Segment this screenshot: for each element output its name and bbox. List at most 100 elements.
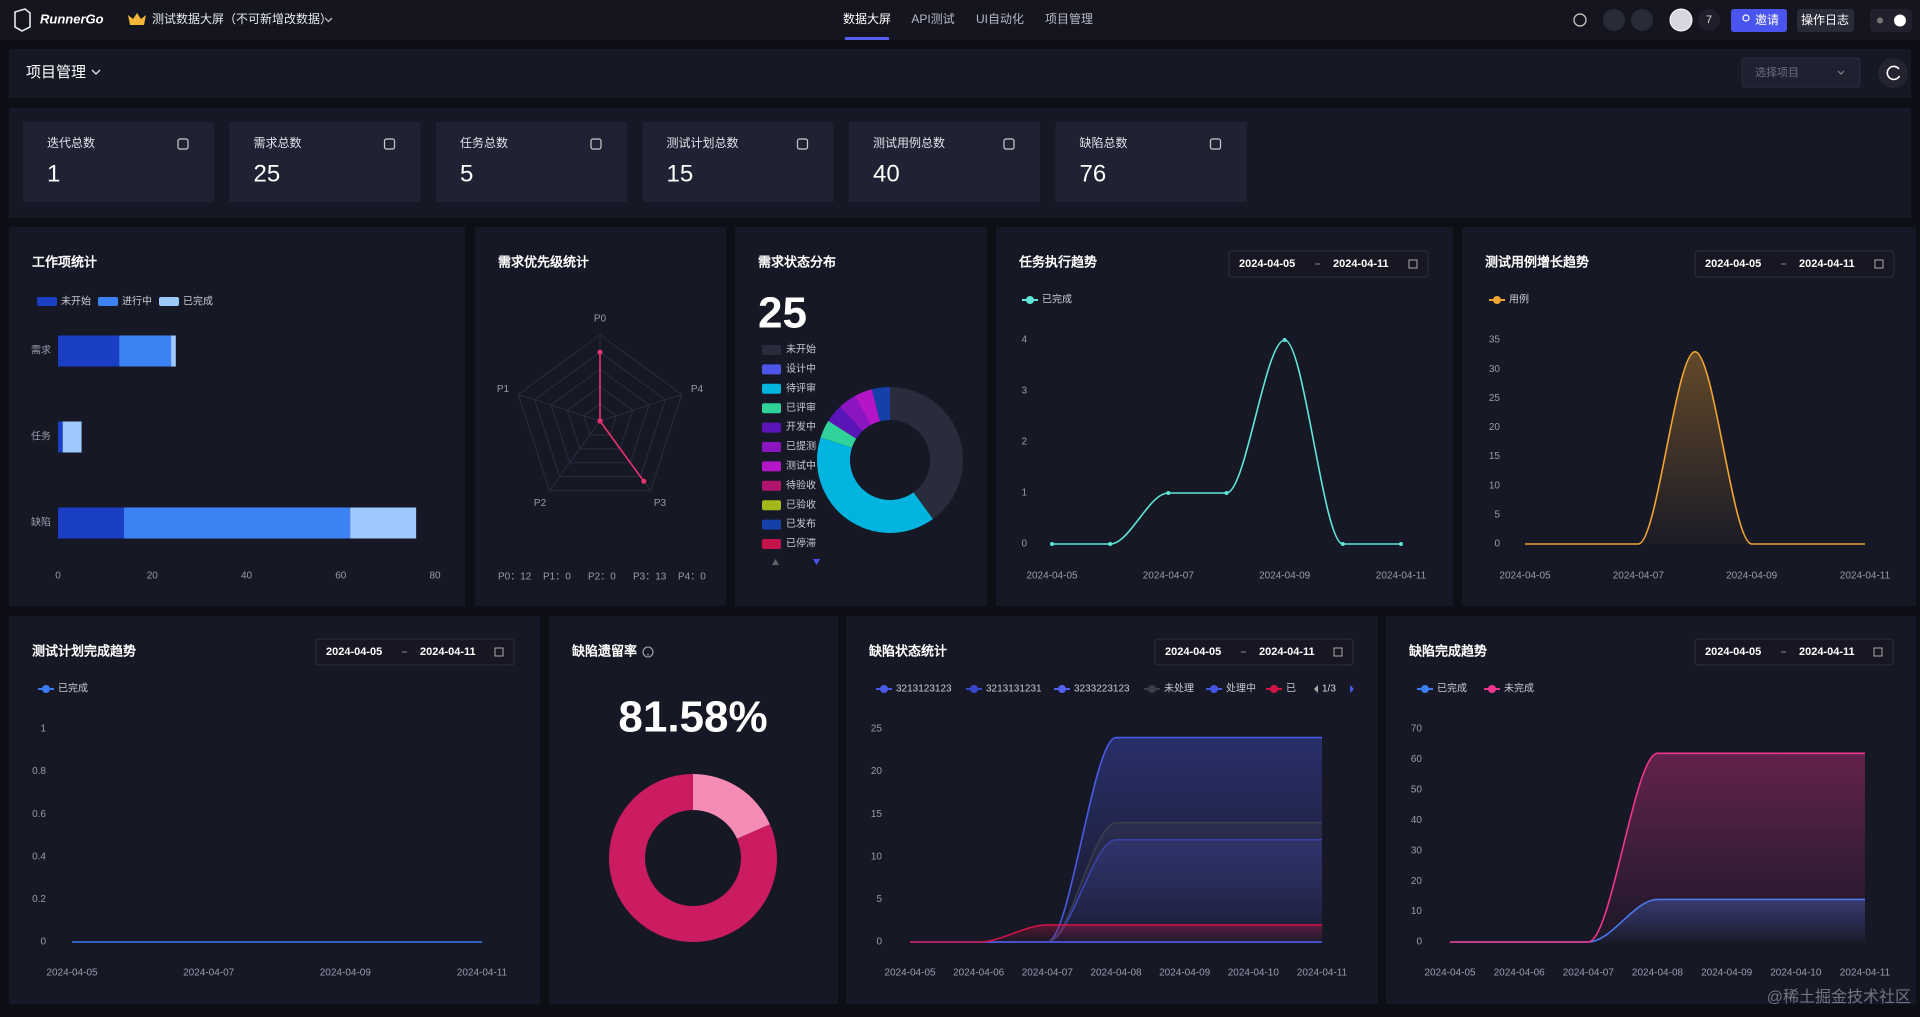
nav-tab[interactable]: 项目管理 bbox=[1045, 11, 1093, 26]
date-range-picker[interactable] bbox=[1694, 638, 1894, 666]
header-chevron[interactable] bbox=[91, 69, 101, 75]
bar-segment bbox=[171, 335, 176, 367]
date-range-picker[interactable] bbox=[1154, 638, 1354, 666]
legend-swatch bbox=[762, 442, 781, 452]
legend-label[interactable]: 3213131231 bbox=[986, 684, 1042, 695]
project-select[interactable] bbox=[1741, 57, 1861, 88]
pie-slice bbox=[890, 387, 964, 520]
date-range-picker[interactable] bbox=[1228, 250, 1429, 278]
legend-label[interactable]: 未完成 bbox=[1504, 682, 1534, 695]
y-tick-label: 0 bbox=[876, 937, 882, 948]
radar-spoke bbox=[599, 393, 682, 422]
end-date[interactable]: 2024-04-11 bbox=[1259, 646, 1315, 658]
legend-label[interactable]: 已完成 bbox=[1042, 293, 1072, 306]
radar-ring bbox=[566, 385, 634, 450]
series-area bbox=[910, 822, 1322, 942]
y-category-label: 任务 bbox=[31, 430, 51, 443]
pie-slice bbox=[854, 389, 881, 425]
project-name[interactable]: 测试数据大屏（不可新增改数据） bbox=[152, 11, 332, 26]
member-count: 7 bbox=[1706, 14, 1712, 26]
y-tick-label: 15 bbox=[1489, 451, 1501, 462]
legend-marker bbox=[1488, 685, 1496, 693]
start-date[interactable]: 2024-04-05 bbox=[1239, 258, 1295, 270]
legend-marker bbox=[1148, 685, 1156, 693]
legend-label[interactable]: 已完成 bbox=[1437, 682, 1467, 695]
end-date[interactable]: 2024-04-11 bbox=[1799, 646, 1855, 658]
stat-icon bbox=[1209, 138, 1222, 150]
end-date[interactable]: 2024-04-11 bbox=[420, 646, 476, 658]
pie-slice bbox=[693, 774, 770, 839]
legend-next[interactable] bbox=[813, 559, 820, 565]
legend-swatch bbox=[762, 383, 781, 394]
y-tick-label: 1 bbox=[40, 724, 46, 735]
settings-icon[interactable] bbox=[1573, 13, 1587, 27]
pie-slice bbox=[871, 387, 890, 422]
legend-marker bbox=[1421, 685, 1429, 693]
legend-marker bbox=[970, 685, 978, 693]
stat-icon bbox=[590, 138, 602, 150]
end-date[interactable]: 2024-04-11 bbox=[1333, 258, 1389, 270]
chart-title: 测试计划完成趋势 bbox=[32, 643, 136, 658]
legend-swatch bbox=[762, 519, 781, 530]
radar-point bbox=[597, 418, 603, 424]
invite-label[interactable]: 邀请 bbox=[1755, 12, 1779, 27]
rate-value: 81.58% bbox=[618, 693, 767, 742]
y-tick-label: 15 bbox=[871, 809, 883, 820]
legend-label: 测试中 bbox=[786, 459, 816, 472]
nav-tab[interactable]: UI自动化 bbox=[976, 12, 1024, 26]
avatar[interactable] bbox=[1669, 8, 1693, 32]
legend-prev[interactable] bbox=[772, 559, 779, 565]
legend-prev[interactable] bbox=[1314, 685, 1318, 693]
x-tick-label: 2024-04-07 bbox=[1143, 571, 1195, 582]
legend-label[interactable]: 未处理 bbox=[1164, 683, 1194, 695]
pie-slice bbox=[608, 774, 778, 943]
legend-label: 设计中 bbox=[786, 362, 816, 375]
priority-count: P3：13 bbox=[633, 572, 667, 583]
legend-label[interactable]: 已完成 bbox=[58, 682, 88, 695]
data-point bbox=[1050, 542, 1054, 546]
project-chevron[interactable] bbox=[324, 17, 333, 23]
radar-axis-label: P1 bbox=[497, 384, 510, 395]
icon-button[interactable] bbox=[1631, 9, 1653, 31]
x-tick-label: 2024-04-11 bbox=[1840, 968, 1891, 979]
stat-value: 1 bbox=[47, 160, 60, 187]
radar-ring bbox=[517, 334, 683, 492]
radar-axis-label: P2 bbox=[534, 498, 547, 509]
stat-card bbox=[23, 122, 214, 202]
nav-tab[interactable]: 数据大屏 bbox=[843, 11, 891, 26]
legend-label[interactable]: 3233223123 bbox=[1074, 684, 1130, 695]
data-point bbox=[1399, 542, 1403, 546]
date-range-picker[interactable] bbox=[315, 638, 515, 666]
legend-swatch bbox=[762, 364, 781, 375]
header-title[interactable]: 项目管理 bbox=[26, 64, 86, 81]
header-panel bbox=[9, 49, 1911, 98]
legend-label[interactable]: 处理中 bbox=[1226, 682, 1256, 695]
legend-label[interactable]: 用例 bbox=[1509, 293, 1529, 306]
stat-label: 缺陷总数 bbox=[1080, 135, 1128, 150]
start-date[interactable]: 2024-04-05 bbox=[1165, 646, 1221, 658]
select-chevron bbox=[1837, 70, 1845, 75]
end-date[interactable]: 2024-04-11 bbox=[1799, 258, 1855, 270]
refresh-button[interactable] bbox=[1878, 58, 1908, 88]
start-date[interactable]: 2024-04-05 bbox=[326, 646, 382, 658]
y-tick-label: 10 bbox=[871, 851, 883, 862]
y-tick-label: 25 bbox=[1489, 393, 1501, 404]
legend-next[interactable] bbox=[1350, 685, 1354, 693]
help-icon[interactable] bbox=[642, 646, 654, 658]
y-tick-label: 20 bbox=[871, 766, 883, 777]
x-tick-label: 80 bbox=[429, 571, 441, 582]
logo-icon bbox=[14, 8, 31, 32]
legend-label[interactable]: 已 bbox=[1286, 684, 1296, 695]
log-button[interactable] bbox=[1797, 9, 1854, 32]
start-date[interactable]: 2024-04-05 bbox=[1705, 258, 1761, 270]
nav-tab[interactable]: API测试 bbox=[911, 11, 954, 26]
date-range-picker[interactable] bbox=[1694, 250, 1895, 278]
start-date[interactable]: 2024-04-05 bbox=[1705, 646, 1761, 658]
legend-label[interactable]: 3213123123 bbox=[896, 684, 952, 695]
icon-button[interactable] bbox=[1603, 9, 1625, 31]
chart-title: 缺陷完成趋势 bbox=[1408, 643, 1487, 658]
log-label[interactable]: 操作日志 bbox=[1801, 12, 1849, 27]
priority-count: P1：0 bbox=[543, 572, 571, 583]
y-tick-label: 5 bbox=[876, 894, 882, 905]
